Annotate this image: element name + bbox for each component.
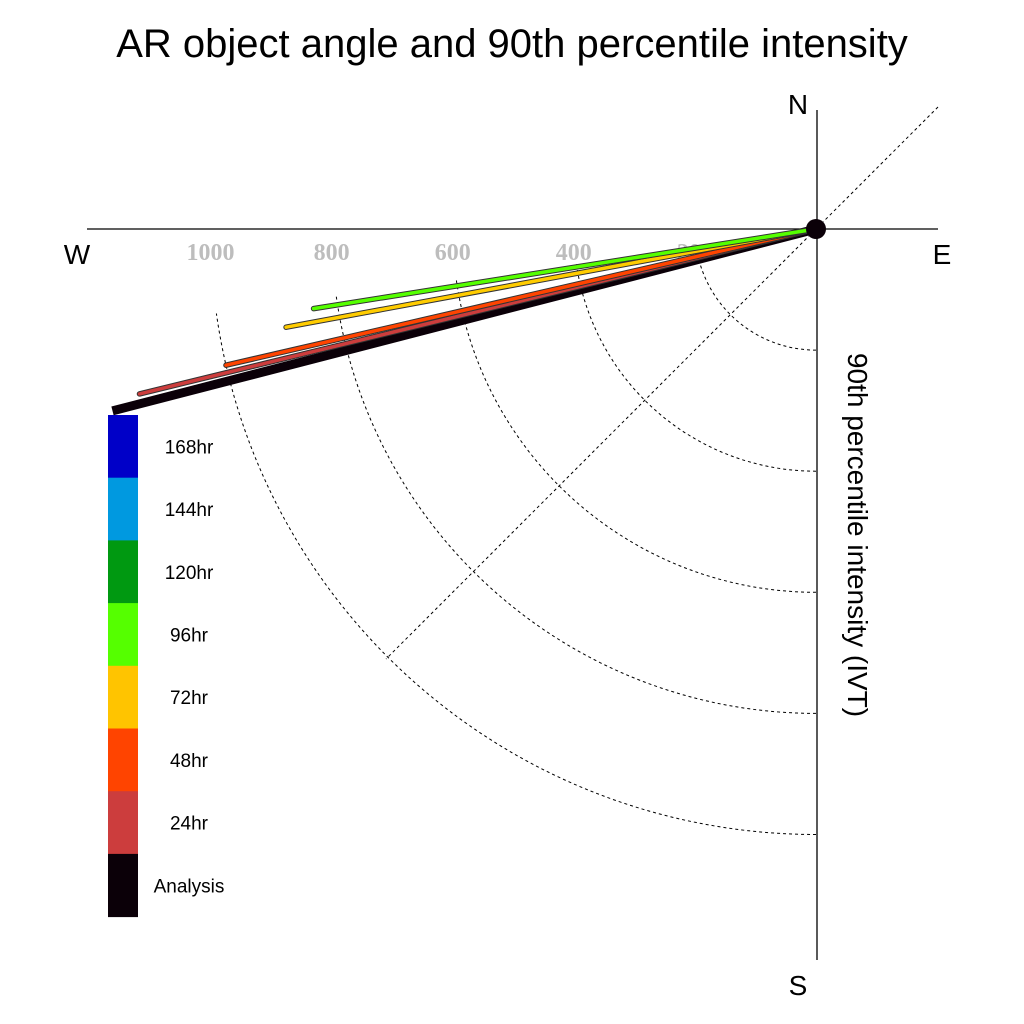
legend-swatch: [108, 415, 138, 479]
legend-swatch: [108, 728, 138, 792]
legend-label: 144hr: [165, 500, 214, 521]
legend-label: 72hr: [170, 688, 209, 709]
compass-south: S: [789, 970, 808, 1001]
radial-tick-label: 400: [556, 240, 592, 266]
legend-label: 168hr: [165, 437, 214, 458]
legend-label: 96hr: [170, 626, 209, 647]
compass-north: N: [788, 89, 808, 120]
polar-grid: [215, 106, 939, 835]
chart-title: AR object angle and 90th percentile inte…: [116, 22, 908, 66]
grid-ring-600: [455, 279, 817, 593]
grid-ring-800: [335, 296, 817, 714]
legend: 168hr 144hr 120hr 96hr 72hr 48hr 24hr Analysis: [108, 415, 225, 918]
legend-swatch: [108, 853, 138, 918]
legend-swatch: [108, 665, 138, 729]
grid-ring-200: [695, 245, 817, 351]
vector-48hr: [224, 227, 818, 367]
radial-axis-label: 90th percentile intensity (IVT): [842, 353, 873, 717]
compass-east: E: [933, 239, 952, 270]
legend-label: 24hr: [170, 814, 209, 835]
grid-ring-400: [575, 262, 817, 472]
legend-swatch: [108, 477, 138, 541]
grid-ring-1000: [215, 313, 817, 835]
legend-swatch: [108, 791, 138, 855]
origin-marker: [806, 219, 826, 239]
compass-west: W: [64, 239, 91, 270]
legend-label: 120hr: [165, 563, 214, 584]
radial-tick-label: 600: [435, 240, 471, 266]
legend-label: Analysis: [154, 876, 225, 897]
vector-series: [111, 224, 819, 416]
grid-diagonal: [385, 106, 939, 660]
radial-tick-label: 800: [314, 240, 350, 266]
legend-swatch: [108, 540, 138, 604]
legend-swatch: [108, 603, 138, 667]
radial-tick-label: 1000: [187, 240, 235, 266]
vector-96hr: [311, 227, 818, 311]
legend-label: 48hr: [170, 751, 209, 772]
